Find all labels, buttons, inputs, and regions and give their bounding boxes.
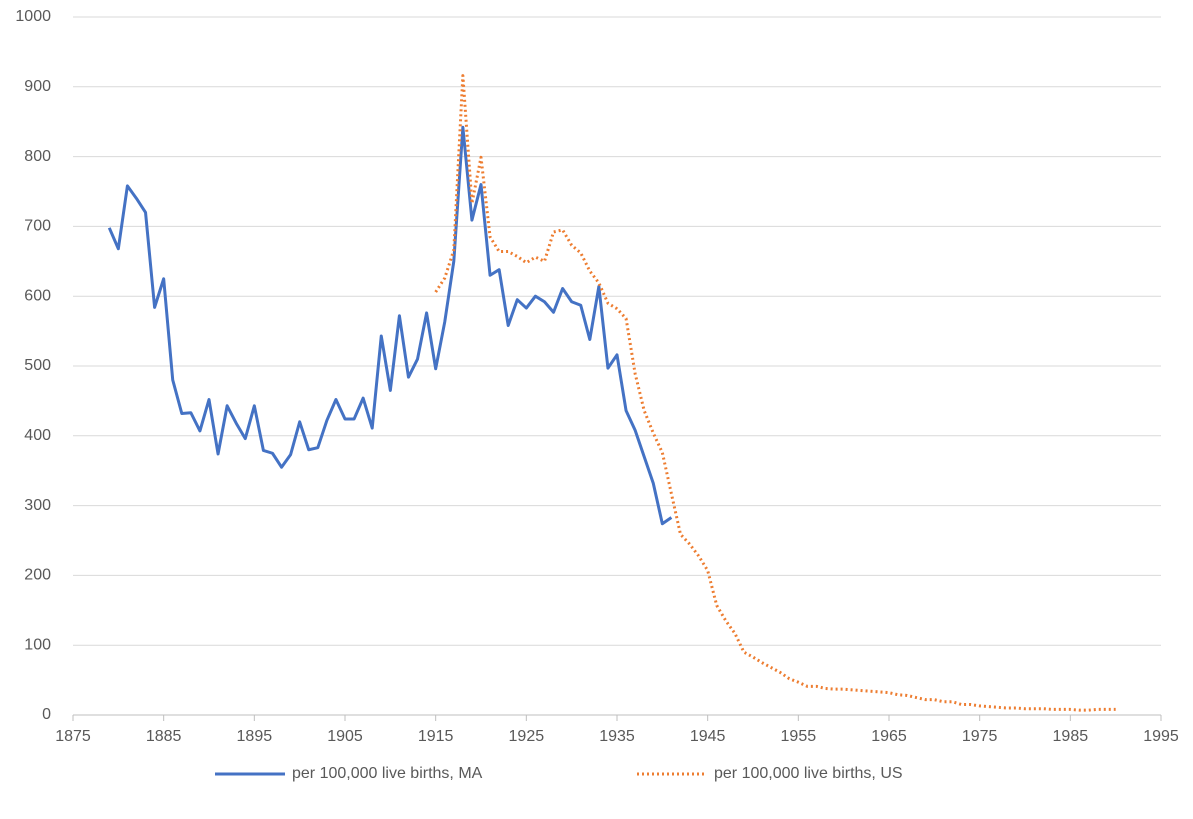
series-line (434, 74, 1116, 712)
y-tick-label: 500 (24, 357, 51, 374)
y-tick-label: 600 (24, 287, 51, 304)
y-tick-label: 200 (24, 567, 51, 584)
y-tick-label: 400 (24, 427, 51, 444)
y-tick-label: 800 (24, 148, 51, 165)
y-tick-label: 300 (24, 497, 51, 514)
series-line (107, 125, 673, 526)
x-tick-label: 1905 (327, 728, 363, 745)
y-tick-label: 1000 (15, 8, 51, 25)
x-tick-label: 1975 (962, 728, 998, 745)
x-tick-label: 1945 (690, 728, 726, 745)
x-tick-label: 1985 (1053, 728, 1089, 745)
x-tick-label: 1935 (599, 728, 635, 745)
x-tick-label: 1995 (1143, 728, 1179, 745)
y-tick-label: 900 (24, 78, 51, 95)
legend-label: per 100,000 live births, MA (292, 765, 483, 782)
x-tick-label: 1885 (146, 728, 182, 745)
x-tick-label: 1895 (237, 728, 273, 745)
x-tick-label: 1875 (55, 728, 91, 745)
y-tick-label: 0 (42, 706, 51, 723)
x-tick-label: 1925 (509, 728, 545, 745)
y-tick-label: 700 (24, 218, 51, 235)
x-tick-label: 1915 (418, 728, 454, 745)
x-tick-label: 1965 (871, 728, 907, 745)
legend-label: per 100,000 live births, US (714, 765, 903, 782)
y-tick-label: 100 (24, 636, 51, 653)
x-tick-label: 1955 (781, 728, 817, 745)
